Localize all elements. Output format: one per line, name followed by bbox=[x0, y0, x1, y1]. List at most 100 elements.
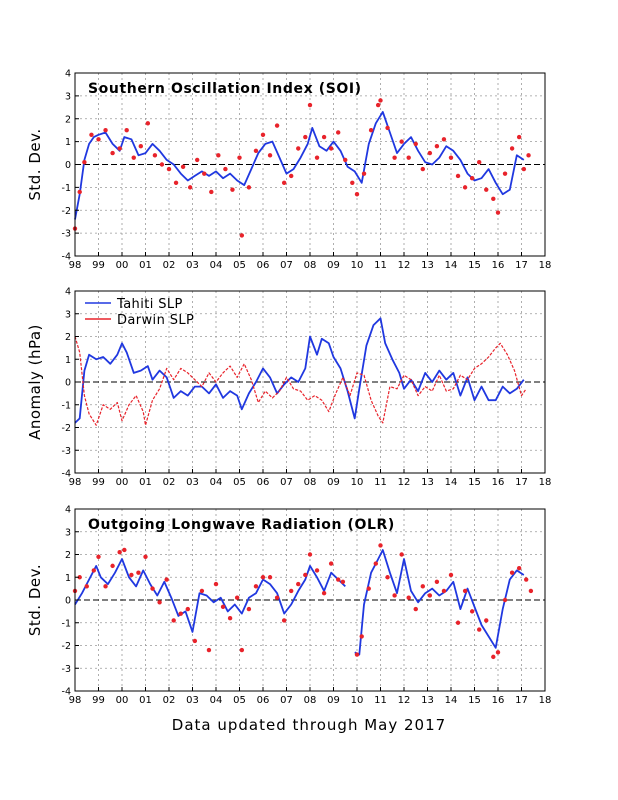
x-tick-label: 15 bbox=[468, 695, 481, 706]
data-point bbox=[516, 134, 522, 140]
data-point bbox=[434, 579, 440, 584]
data-point bbox=[138, 144, 143, 149]
y-tick-label: -4 bbox=[62, 469, 71, 480]
data-point bbox=[350, 180, 355, 185]
y-tick-label: 2 bbox=[65, 332, 71, 343]
data-point bbox=[495, 210, 501, 215]
data-point bbox=[124, 127, 129, 133]
data-point bbox=[321, 590, 327, 596]
data-point bbox=[516, 565, 522, 571]
data-point bbox=[223, 166, 228, 172]
data-point bbox=[110, 563, 115, 569]
x-tick-label: 10 bbox=[351, 477, 364, 488]
x-tick-label: 13 bbox=[421, 695, 434, 706]
series-line-tahiti-slp bbox=[74, 317, 525, 424]
x-tick-label: 16 bbox=[492, 477, 505, 488]
x-tick-label: 99 bbox=[92, 477, 105, 488]
data-point bbox=[528, 588, 534, 594]
data-point bbox=[307, 552, 313, 557]
data-point bbox=[469, 176, 475, 181]
series-line-blue-1 bbox=[354, 549, 525, 656]
data-point bbox=[289, 588, 294, 594]
x-tick-label: 08 bbox=[304, 260, 317, 271]
data-point bbox=[373, 561, 378, 566]
x-tick-label: 18 bbox=[539, 695, 552, 706]
data-point bbox=[375, 102, 381, 108]
data-point bbox=[354, 192, 360, 197]
x-tick-label: 05 bbox=[233, 695, 246, 706]
x-tick-label: 04 bbox=[210, 260, 223, 271]
data-point bbox=[491, 654, 496, 660]
x-tick-label: 16 bbox=[492, 260, 505, 271]
y-tick-label: -3 bbox=[62, 446, 71, 457]
data-point bbox=[206, 647, 212, 653]
data-point bbox=[178, 611, 183, 616]
y-tick-label: 0 bbox=[65, 160, 71, 171]
x-tick-label: 10 bbox=[351, 695, 364, 706]
y-tick-label: -4 bbox=[62, 687, 71, 698]
data-point bbox=[274, 595, 280, 600]
y-tick-label: 1 bbox=[65, 355, 71, 366]
x-tick-label: 05 bbox=[233, 260, 246, 271]
y-tick-label: 1 bbox=[65, 573, 71, 584]
data-point bbox=[434, 144, 440, 149]
data-point bbox=[143, 554, 148, 559]
chart-panel-2: 98 99 00 01 02 03 04 05 06 07 08 09 10 11 12 13 14 15 16 17… bbox=[26, 287, 551, 489]
data-point bbox=[246, 185, 252, 190]
x-tick-label: 14 bbox=[445, 260, 458, 271]
data-point bbox=[274, 123, 280, 128]
y-tick-label: 3 bbox=[65, 309, 71, 320]
data-point bbox=[366, 586, 371, 591]
x-tick-label: 11 bbox=[374, 477, 387, 488]
data-point bbox=[136, 570, 141, 575]
y-tick-label: -1 bbox=[62, 183, 71, 194]
data-point bbox=[199, 588, 205, 594]
data-point bbox=[469, 609, 475, 614]
data-point bbox=[84, 584, 89, 589]
data-point bbox=[427, 150, 433, 156]
x-tick-label: 10 bbox=[351, 260, 364, 271]
data-point bbox=[166, 166, 172, 172]
data-point bbox=[216, 153, 221, 158]
y-tick-label: -4 bbox=[62, 252, 71, 263]
x-tick-label: 09 bbox=[327, 695, 340, 706]
data-point bbox=[117, 550, 122, 555]
data-point bbox=[484, 618, 489, 623]
data-point bbox=[213, 581, 219, 587]
x-tick-label: 07 bbox=[280, 477, 293, 488]
x-tick-label: 17 bbox=[515, 695, 528, 706]
x-tick-label: 06 bbox=[257, 477, 270, 488]
x-tick-label: 04 bbox=[210, 695, 223, 706]
data-point bbox=[406, 595, 411, 600]
y-tick-label: 4 bbox=[65, 287, 71, 298]
data-point bbox=[336, 577, 341, 582]
x-tick-label: 03 bbox=[186, 260, 199, 271]
x-tick-label: 06 bbox=[257, 260, 270, 271]
data-point bbox=[477, 160, 482, 165]
x-tick-label: 01 bbox=[139, 695, 152, 706]
data-point bbox=[159, 162, 165, 167]
x-tick-label: 98 bbox=[69, 477, 82, 488]
x-tick-label: 07 bbox=[280, 260, 293, 271]
y-tick-label: -3 bbox=[62, 664, 71, 675]
x-tick-label: 13 bbox=[421, 477, 434, 488]
data-point bbox=[192, 638, 198, 644]
data-point bbox=[354, 652, 360, 657]
data-point bbox=[455, 620, 461, 625]
legend-label: Tahiti SLP bbox=[116, 297, 183, 312]
data-point bbox=[307, 102, 313, 108]
y-tick-label: 2 bbox=[65, 114, 71, 125]
data-point bbox=[131, 155, 136, 160]
data-point bbox=[399, 139, 404, 144]
x-tick-label: 00 bbox=[116, 477, 129, 488]
data-point bbox=[129, 572, 134, 578]
x-tick-label: 07 bbox=[280, 695, 293, 706]
data-point bbox=[145, 121, 151, 126]
data-point bbox=[524, 577, 529, 582]
data-point bbox=[521, 166, 527, 172]
chart-title: Outgoing Longwave Radiation (OLR) bbox=[88, 517, 395, 533]
y-tick-label: -3 bbox=[62, 229, 71, 240]
data-point bbox=[448, 572, 454, 578]
x-tick-label: 02 bbox=[163, 260, 176, 271]
data-point bbox=[77, 575, 82, 580]
